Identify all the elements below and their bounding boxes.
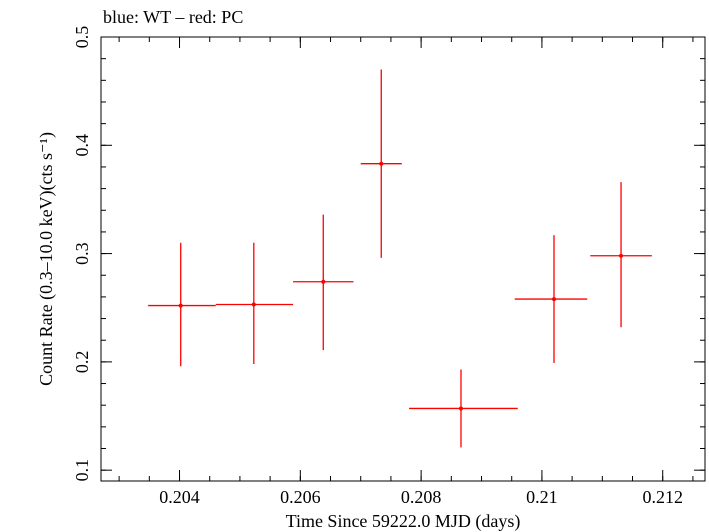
x-axis: 0.204 0.206 0.208 0.21 0.212 [118,37,694,507]
y-tick-label: 0.2 [72,351,92,374]
y-tick-label: 0.5 [72,26,92,49]
x-axis-title: Time Since 59222.0 MJD (days) [286,511,521,532]
x-tick-label: 0.212 [642,487,683,507]
data-point [293,214,354,350]
data-point [409,369,518,448]
x-tick-label: 0.206 [280,487,321,507]
point-marker [458,406,463,411]
y-tick-label: 0.4 [72,134,92,157]
y-tick-label: 0.3 [72,242,92,265]
point-marker [552,297,556,302]
plot-frame [100,36,706,482]
y-tick-label: 0.1 [72,459,92,482]
x-tick-label: 0.208 [401,487,442,507]
point-marker [619,253,624,258]
data-point [360,69,402,258]
data-point [514,235,588,363]
chart-title: blue: WT – red: PC [103,7,243,27]
point-marker [251,302,256,307]
data-point [590,182,652,328]
point-marker [178,303,183,308]
data-point [148,242,216,367]
point-marker [321,279,326,284]
data-points [148,69,652,448]
x-tick-label: 0.204 [159,487,200,507]
y-axis: 0.1 0.2 0.3 0.4 0.5 [72,26,705,482]
x-tick-label: 0.21 [526,487,558,507]
point-marker [379,161,384,166]
data-point [215,242,294,365]
y-axis-title: Count Rate (0.3–10.0 keV)(cts s⁻¹) [36,132,57,386]
